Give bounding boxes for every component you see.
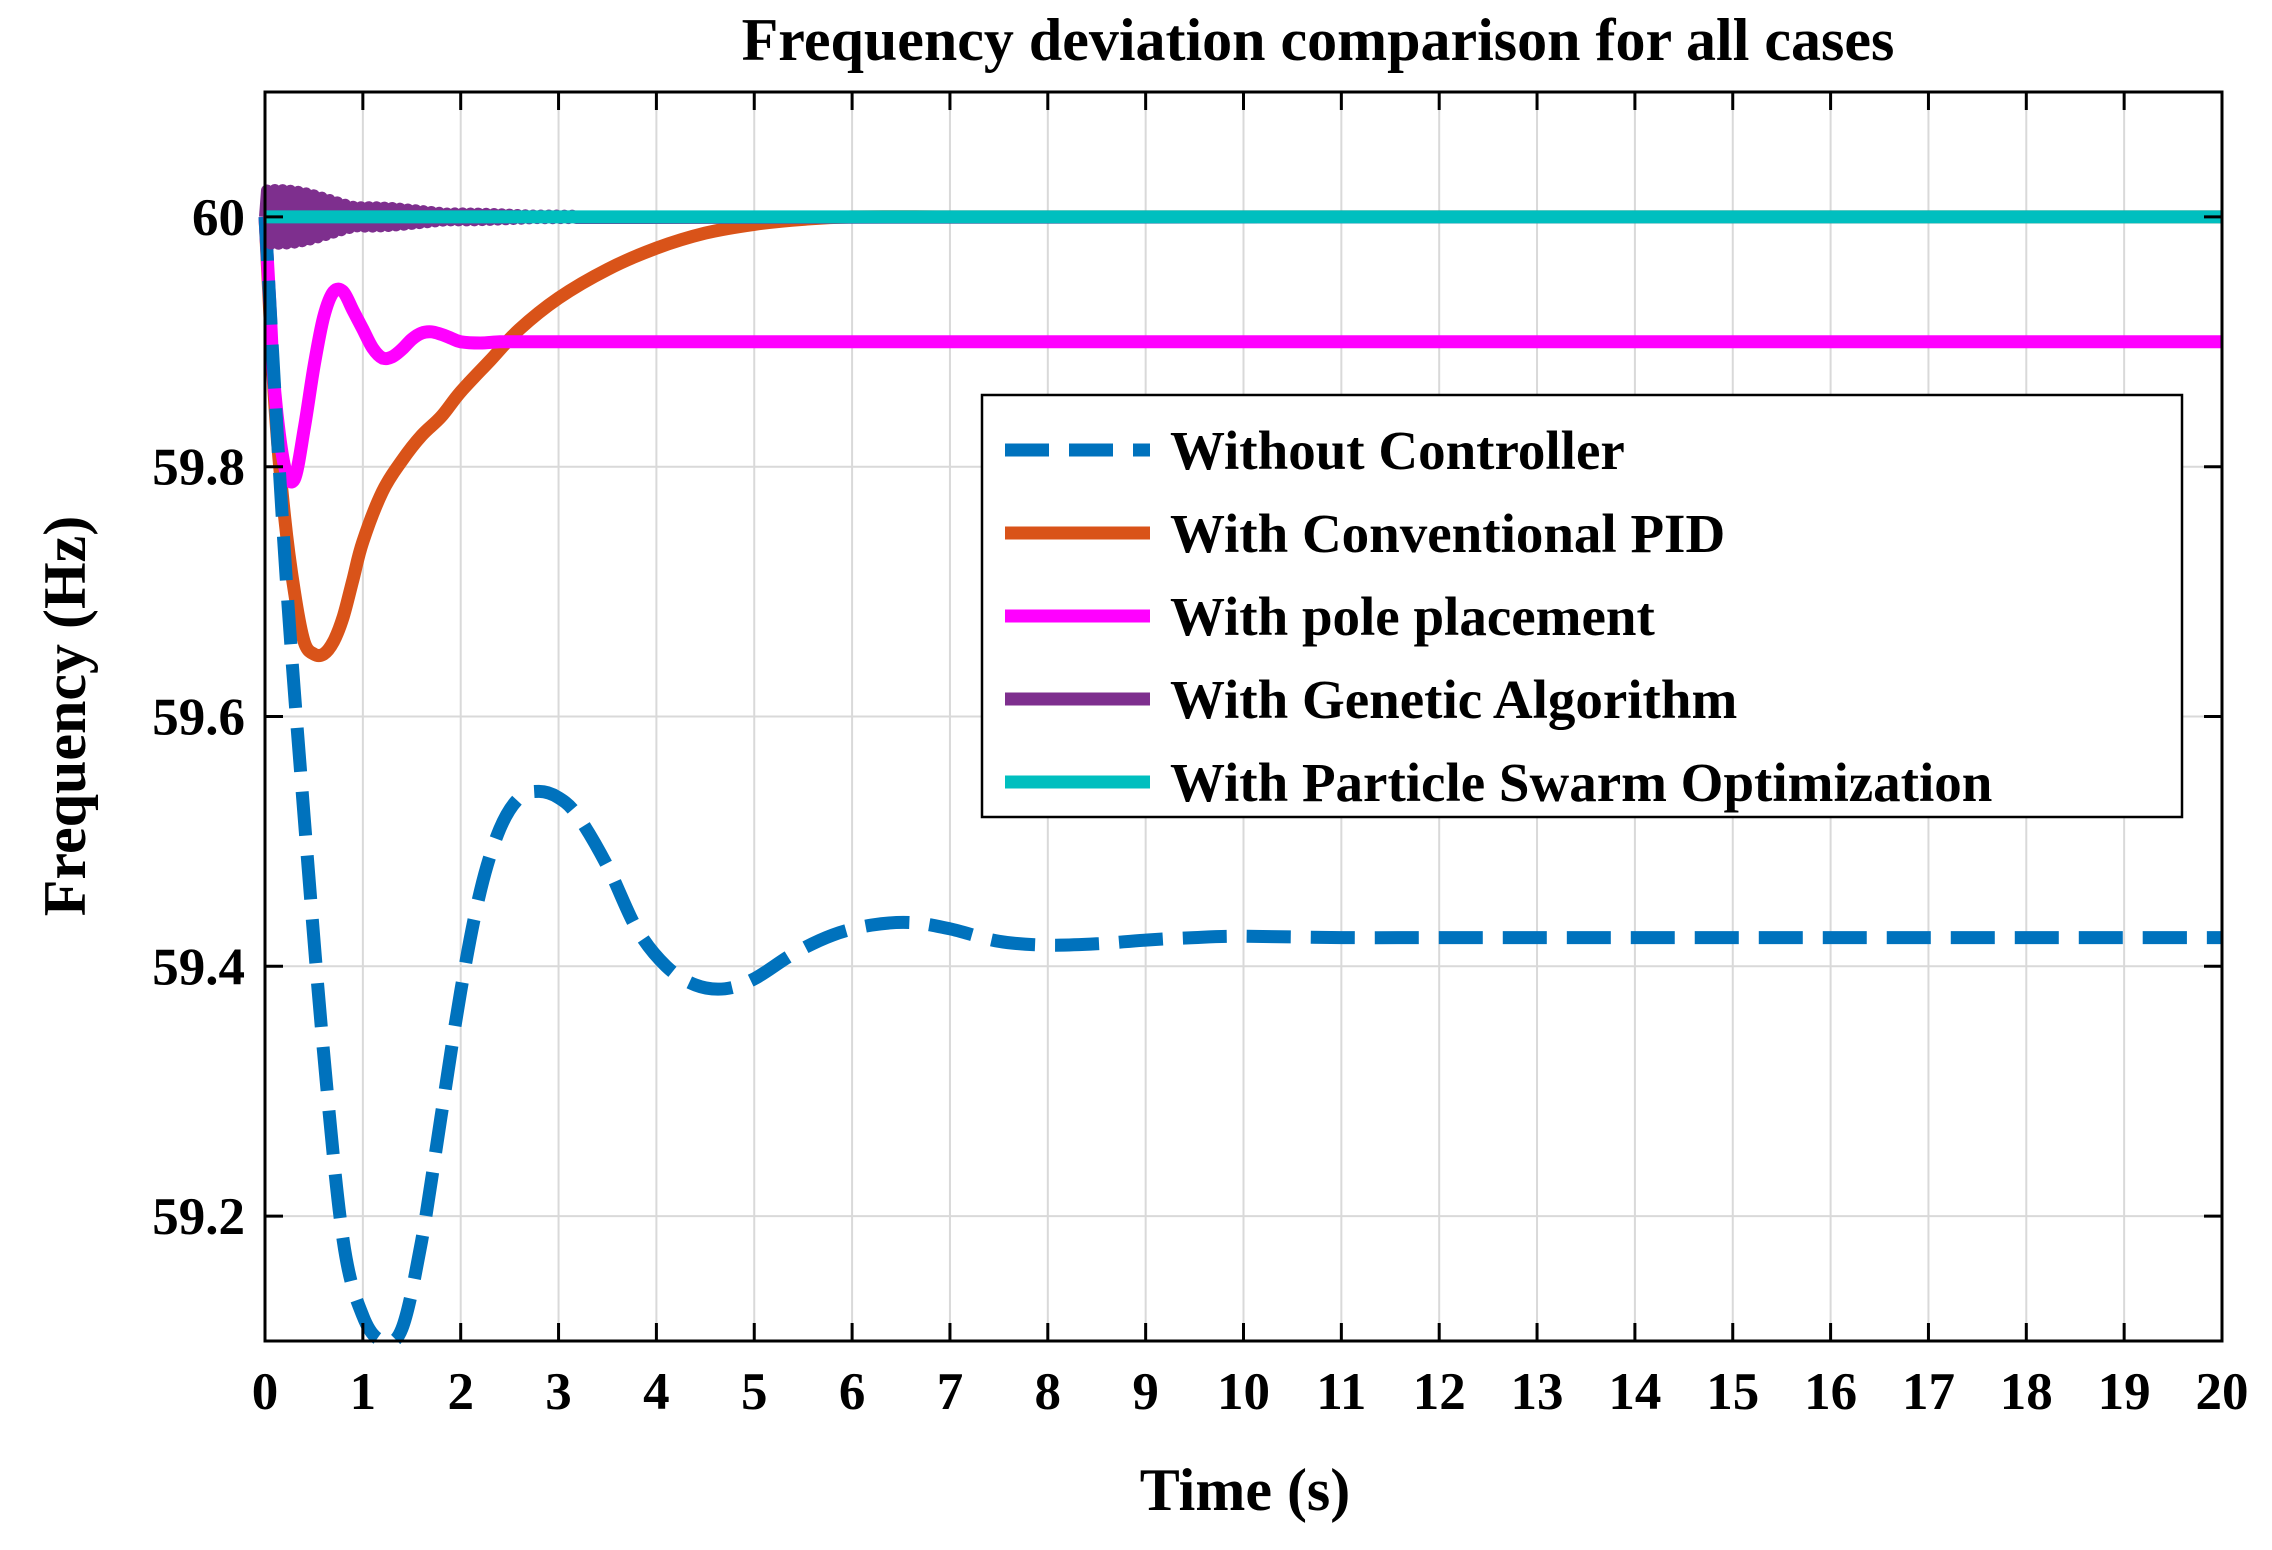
series-line-without-controller bbox=[258, 216, 2222, 1349]
legend-box bbox=[980, 393, 2184, 819]
x-tick-label: 16 bbox=[1804, 1363, 1857, 1421]
x-tick-label: 0 bbox=[252, 1363, 279, 1421]
x-tick-label: 6 bbox=[839, 1363, 866, 1421]
x-tick-label: 7 bbox=[937, 1363, 964, 1421]
x-tick-label: 11 bbox=[1316, 1363, 1366, 1421]
x-tick-label: 20 bbox=[2196, 1363, 2249, 1421]
x-tick-label: 1 bbox=[350, 1363, 377, 1421]
x-tick-label: 13 bbox=[1511, 1363, 1564, 1421]
y-tick-label: 59.8 bbox=[152, 439, 245, 497]
x-tick-label: 9 bbox=[1132, 1363, 1159, 1421]
y-axis-label: Frequency (Hz) bbox=[32, 516, 98, 916]
x-tick-label: 19 bbox=[2098, 1363, 2151, 1421]
y-tick-label: 59.4 bbox=[152, 938, 245, 996]
x-tick-label: 5 bbox=[741, 1363, 768, 1421]
y-tick-label: 60 bbox=[192, 189, 245, 247]
legend-label-with-genetic-algorithm: With Genetic Algorithm bbox=[1170, 669, 1737, 730]
x-tick-label: 8 bbox=[1035, 1363, 1062, 1421]
x-tick-label: 4 bbox=[643, 1363, 670, 1421]
legend-label-with-particle-swarm-optimization: With Particle Swarm Optimization bbox=[1170, 752, 1992, 813]
ticks: 0 1 2 3 4 5 6 7 8 9 10 11 12 13 14 15 16 17 18 19 2059.259.4… bbox=[152, 92, 2249, 1421]
series-line-with-pole-placement bbox=[258, 216, 2222, 489]
legend: Without Controller With Conventional PID W… bbox=[980, 393, 2184, 819]
x-tick-label: 17 bbox=[1902, 1363, 1955, 1421]
chart-title: Frequency deviation comparison for all c… bbox=[742, 7, 1895, 73]
legend-label-without-controller: Without Controller bbox=[1170, 420, 1625, 481]
legend-label-with-conventional-pid: With Conventional PID bbox=[1170, 503, 1725, 564]
series-layer bbox=[258, 184, 2223, 1349]
x-axis-label: Time (s) bbox=[1140, 1457, 1351, 1523]
x-tick-label: 2 bbox=[447, 1363, 474, 1421]
legend-label-with-pole-placement: With pole placement bbox=[1170, 586, 1655, 647]
y-tick-label: 59.2 bbox=[152, 1188, 245, 1246]
x-tick-label: 15 bbox=[1706, 1363, 1759, 1421]
x-tick-label: 3 bbox=[545, 1363, 572, 1421]
x-tick-label: 18 bbox=[2000, 1363, 2053, 1421]
x-tick-label: 14 bbox=[1608, 1363, 1661, 1421]
y-tick-label: 59.6 bbox=[152, 689, 245, 747]
x-tick-label: 10 bbox=[1217, 1363, 1270, 1421]
x-tick-label: 12 bbox=[1413, 1363, 1466, 1421]
